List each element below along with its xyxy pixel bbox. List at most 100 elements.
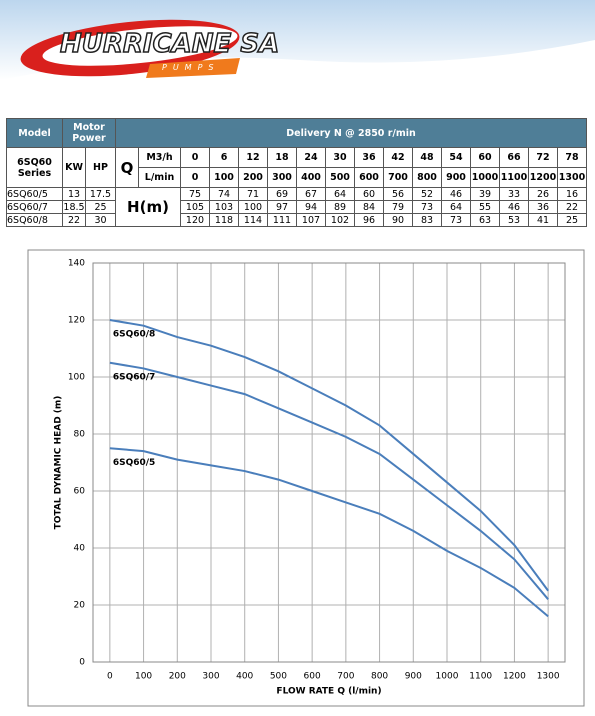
- flow-cell: 500: [325, 167, 355, 188]
- y-tick-label: 120: [68, 316, 85, 326]
- x-axis-title: FLOW RATE Q (l/min): [276, 687, 381, 697]
- flow-cell: 30: [325, 147, 355, 168]
- x-tick-label: 400: [236, 672, 253, 682]
- flow-cell: 60: [470, 147, 500, 168]
- series-line: [109, 447, 549, 618]
- x-tick-label: 1000: [436, 672, 459, 682]
- table-row: 6SQ60/5 13 17.5 H(m) 75 74 71 69 67 64 60 56 52 46 39 3…: [6, 187, 588, 227]
- head-cell: 96: [354, 213, 384, 227]
- y-tick-label: 0: [79, 658, 85, 668]
- head-cell: 75: [180, 187, 210, 201]
- unit-cell: L/min: [138, 167, 181, 188]
- x-tick-label: 700: [337, 672, 354, 682]
- x-tick-label: 1200: [503, 672, 526, 682]
- flow-cell: 24: [296, 147, 326, 168]
- x-tick-label: 500: [270, 672, 287, 682]
- head-cell: 16: [556, 187, 588, 201]
- series-cell: 6SQ60 Series: [6, 147, 63, 188]
- logo-swoosh-inner: [42, 26, 238, 66]
- flow-cell: 1300: [556, 167, 588, 188]
- label-cell: KW: [62, 147, 86, 188]
- hp-cell: 17.5: [85, 187, 116, 201]
- model-cell: 6SQ60/8: [6, 213, 63, 227]
- series-line: [109, 319, 549, 592]
- x-tick-label: 600: [304, 672, 321, 682]
- series-label: 6SQ60/5: [113, 458, 155, 468]
- head-cell: 114: [238, 213, 268, 227]
- flow-cell: 1000: [470, 167, 500, 188]
- head-cell: 33: [499, 187, 529, 201]
- series-label: 6SQ60/7: [113, 372, 155, 382]
- flow-cell: 66: [499, 147, 529, 168]
- chart: 0 20 40 60 80 100 120 140 0 100 200 300 400 500 600 700…: [27, 249, 585, 707]
- head-cell: 55: [470, 200, 500, 214]
- spec-table: Model Motor Power Delivery N @ 2850 r/min 6…: [6, 118, 588, 227]
- head-cell: 100: [238, 200, 268, 214]
- unit-cell: M3/h: [138, 147, 181, 168]
- x-tick-label: 200: [169, 672, 186, 682]
- flow-cell: 400: [296, 167, 326, 188]
- head-cell: 103: [209, 200, 239, 214]
- series-label: 6SQ60/8: [113, 330, 155, 340]
- model-cell: 6SQ60/5: [6, 187, 63, 201]
- y-axis-title: TOTAL DYNAMIC HEAD (m): [54, 396, 64, 530]
- label-cell: HP: [85, 147, 116, 188]
- table-row: 6SQ60/8 22 30 120 118 114 111 107 102 96 90 83 73 63 5…: [6, 213, 588, 227]
- header-cell: Model: [6, 118, 63, 148]
- head-cell: 120: [180, 213, 210, 227]
- flow-cell: 78: [556, 147, 588, 168]
- x-tick-label: 800: [371, 672, 388, 682]
- head-cell: 39: [470, 187, 500, 201]
- head-cell: 53: [499, 213, 529, 227]
- head-cell: 74: [209, 187, 239, 201]
- head-cell: 79: [383, 200, 413, 214]
- flow-cell: 900: [441, 167, 471, 188]
- y-tick-label: 100: [68, 373, 85, 383]
- flow-cell: 600: [354, 167, 384, 188]
- label-cell: Q: [115, 147, 139, 188]
- head-cell: 46: [441, 187, 471, 201]
- head-cell: 71: [238, 187, 268, 201]
- head-cell: 69: [267, 187, 297, 201]
- head-cell: 36: [528, 200, 558, 214]
- header-cell: Motor Power: [62, 118, 116, 148]
- flow-cell: 300: [267, 167, 297, 188]
- head-cell: 94: [296, 200, 326, 214]
- header-cell: Delivery N @ 2850 r/min: [114, 118, 588, 148]
- y-tick-label: 140: [68, 259, 85, 269]
- flow-cell: 1200: [528, 167, 558, 188]
- head-cell: 90: [383, 213, 413, 227]
- head-cell: 26: [528, 187, 558, 201]
- chart-frame: [27, 249, 585, 707]
- head-cell: 64: [325, 187, 355, 201]
- x-tick-label: 1300: [537, 672, 560, 682]
- table-row: 6SQ60 Series KW HP Q M3/h 0 6 12 18 24 30 36 42 48 54 6…: [6, 147, 588, 188]
- head-label-cell: H(m): [115, 187, 181, 227]
- tagline-bar: [146, 58, 240, 78]
- flow-cell: 6: [209, 147, 239, 168]
- head-cell: 64: [441, 200, 471, 214]
- flow-cell: 12: [238, 147, 268, 168]
- flow-cell: 48: [412, 147, 442, 168]
- flow-cell: 42: [383, 147, 413, 168]
- kw-cell: 13: [62, 187, 86, 201]
- flow-cell: 0: [180, 147, 210, 168]
- tagline: PUMPS: [162, 63, 219, 72]
- head-cell: 60: [354, 187, 384, 201]
- hp-cell: 25: [85, 200, 116, 214]
- kw-cell: 18.5: [62, 200, 86, 214]
- flow-cell: 200: [238, 167, 268, 188]
- head-cell: 73: [412, 200, 442, 214]
- flow-cell: 36: [354, 147, 384, 168]
- head-cell: 111: [267, 213, 297, 227]
- head-cell: 97: [267, 200, 297, 214]
- flow-cell: 800: [412, 167, 442, 188]
- flow-cell: 54: [441, 147, 471, 168]
- flow-cell: 0: [180, 167, 210, 188]
- table-row: Model Motor Power Delivery N @ 2850 r/min: [6, 118, 588, 148]
- head-cell: 67: [296, 187, 326, 201]
- table-row: L/min 0 100 200 300 400 500 600 700 800 900 1000 110…: [7, 167, 588, 188]
- logo-banner: HURRICANE SA PUMPS: [0, 0, 595, 80]
- head-cell: 118: [209, 213, 239, 227]
- head-cell: 63: [470, 213, 500, 227]
